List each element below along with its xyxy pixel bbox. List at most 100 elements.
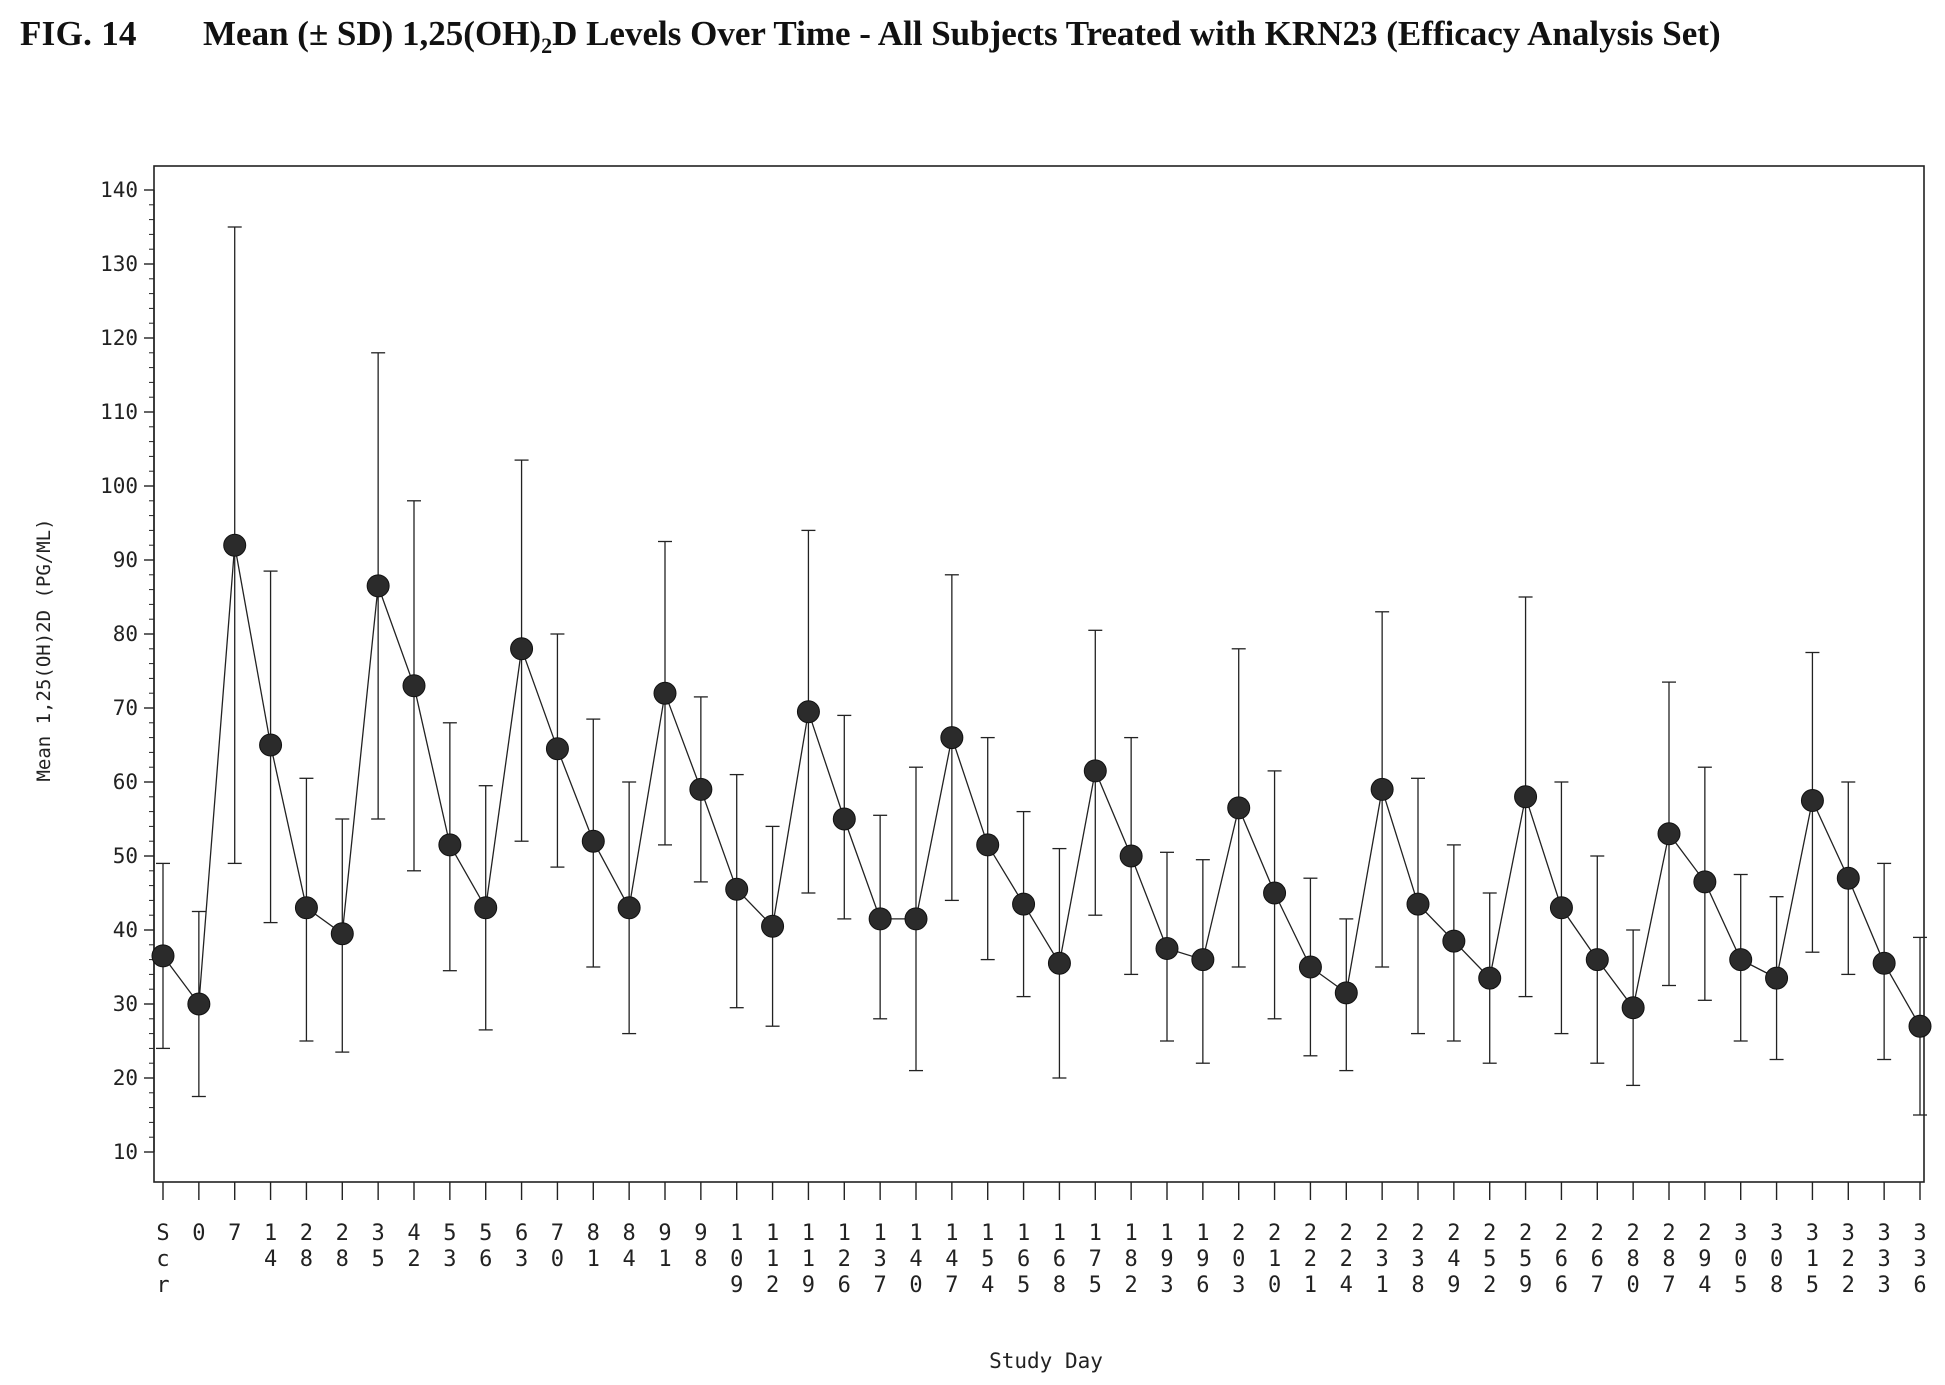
data-point bbox=[1334, 981, 1358, 1005]
data-point bbox=[402, 674, 426, 698]
y-tick-label: 130 bbox=[100, 252, 138, 276]
y-tick-label: 70 bbox=[113, 696, 138, 720]
figure-title-rest: D Levels Over Time - All Subjects Treate… bbox=[552, 14, 1721, 53]
data-point bbox=[545, 737, 569, 761]
data-point bbox=[474, 896, 498, 920]
data-point bbox=[366, 574, 390, 598]
data-point bbox=[259, 733, 283, 757]
data-point bbox=[689, 777, 713, 801]
data-point bbox=[1872, 951, 1896, 975]
data-point bbox=[438, 833, 462, 857]
data-point bbox=[151, 944, 175, 968]
figure-label: FIG. 14 bbox=[20, 14, 137, 53]
data-point bbox=[617, 896, 641, 920]
data-point bbox=[940, 726, 964, 750]
data-point bbox=[1083, 759, 1107, 783]
x-tick-label: 0 bbox=[192, 1221, 205, 1246]
data-point bbox=[1478, 966, 1502, 990]
data-point bbox=[1693, 870, 1717, 894]
y-tick-label: 90 bbox=[113, 548, 138, 572]
y-tick-label: 110 bbox=[100, 400, 138, 424]
data-point bbox=[1549, 896, 1573, 920]
y-tick-label: 30 bbox=[113, 992, 138, 1016]
data-point bbox=[223, 533, 247, 557]
data-point bbox=[330, 922, 354, 946]
data-point bbox=[1119, 844, 1143, 868]
data-point bbox=[761, 914, 785, 938]
y-tick-label: 140 bbox=[100, 178, 138, 202]
data-point bbox=[725, 877, 749, 901]
data-point bbox=[294, 896, 318, 920]
data-point bbox=[796, 700, 820, 724]
plot-frame bbox=[153, 165, 1925, 1183]
data-point bbox=[832, 807, 856, 831]
data-point bbox=[1836, 866, 1860, 890]
data-point bbox=[1514, 785, 1538, 809]
data-point bbox=[1800, 789, 1824, 812]
data-point bbox=[1191, 948, 1215, 972]
y-tick-label: 50 bbox=[113, 844, 138, 868]
y-tick-label: 10 bbox=[113, 1140, 138, 1164]
data-point bbox=[1657, 822, 1681, 846]
x-tick-label: 7 bbox=[228, 1221, 241, 1246]
data-point bbox=[1370, 777, 1394, 801]
data-point bbox=[976, 833, 1000, 857]
data-point bbox=[1621, 996, 1645, 1020]
y-tick-label: 60 bbox=[113, 770, 138, 794]
data-point bbox=[1155, 937, 1179, 960]
y-tick-label: 100 bbox=[100, 474, 138, 498]
data-point bbox=[1012, 892, 1036, 916]
figure-title-subscript: 2 bbox=[541, 33, 553, 58]
series bbox=[151, 226, 1932, 1116]
y-axis: 10 20 30 40 50 60 70 80 90 100 110 120 130 140 bbox=[100, 178, 155, 1164]
y-tick-label: 20 bbox=[113, 1066, 138, 1090]
y-tick-label: 80 bbox=[113, 622, 138, 646]
mean-line bbox=[162, 545, 1921, 1027]
data-point bbox=[187, 992, 211, 1016]
data-point bbox=[1263, 881, 1287, 905]
data-point bbox=[1047, 951, 1071, 975]
data-point bbox=[1406, 892, 1430, 916]
data-point bbox=[1298, 955, 1322, 979]
data-point bbox=[904, 907, 928, 931]
